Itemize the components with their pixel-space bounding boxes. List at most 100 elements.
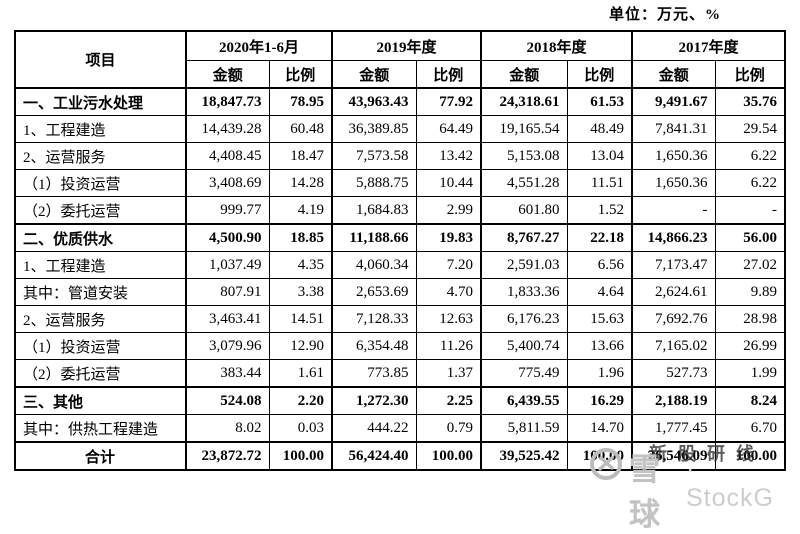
ratio-cell: 7.20 [415, 251, 482, 279]
subheader-amount: 金额 [331, 60, 417, 89]
table-row: 二、优质供水 4,500.90 18.85 11,188.66 19.83 8,767.2… [14, 223, 786, 252]
amount-cell: 1,650.36 [631, 169, 716, 197]
ratio-cell: 6.22 [714, 142, 786, 170]
amount-cell: 807.91 [185, 278, 270, 306]
amount-cell: 6,176.23 [480, 305, 568, 333]
amount-cell: 3,463.41 [185, 305, 270, 333]
ratio-cell: 100.00 [714, 441, 786, 471]
row-label-cell: （2）委托运营 [14, 359, 187, 388]
row-label-cell: 2、运营服务 [14, 305, 187, 333]
amount-cell: 9,491.67 [631, 87, 716, 116]
amount-cell: 5,153.08 [480, 142, 568, 170]
amount-cell: - [631, 196, 716, 225]
amount-cell: 1,833.36 [480, 278, 568, 306]
amount-cell: 999.77 [185, 196, 270, 225]
amount-cell: 1,272.30 [331, 386, 417, 415]
ratio-cell: 28.98 [714, 305, 786, 333]
amount-cell: 19,165.54 [480, 115, 568, 143]
amount-cell: 7,128.33 [331, 305, 417, 333]
amount-cell: 7,165.02 [631, 332, 716, 360]
ratio-cell: 13.66 [566, 332, 633, 360]
ratio-cell: 56.00 [714, 223, 786, 252]
table-row: （1）投资运营 3,079.96 12.90 6,354.48 11.26 5,400.7… [14, 332, 786, 360]
amount-cell: 1,777.45 [631, 414, 716, 443]
row-label-cell: （1）投资运营 [14, 169, 187, 197]
ratio-cell: 11.26 [415, 332, 482, 360]
item-column-header: 项目 [14, 30, 187, 89]
ratio-cell: 13.42 [415, 142, 482, 170]
ratio-cell: 1.99 [714, 359, 786, 388]
table-row: 合计 23,872.72 100.00 56,424.40 100.00 39,525.4… [14, 441, 786, 471]
ratio-cell: 1.37 [415, 359, 482, 388]
row-label-cell: 1、工程建造 [14, 251, 187, 279]
table-row: 一、工业污水处理 18,847.73 78.95 43,963.43 77.92 24,3… [14, 87, 786, 116]
ratio-cell: 27.02 [714, 251, 786, 279]
table-row: 1、工程建造 14,439.28 60.48 36,389.85 64.49 19,165… [14, 115, 786, 143]
amount-cell: 24,318.61 [480, 87, 568, 116]
ratio-cell: 1.96 [566, 359, 633, 388]
unit-label: 单位：万元、% [609, 7, 722, 23]
amount-cell: 6,439.55 [480, 386, 568, 415]
amount-cell: 7,841.31 [631, 115, 716, 143]
ratio-cell: 60.48 [268, 115, 333, 143]
amount-cell: 14,866.23 [631, 223, 716, 252]
table-row: 2、运营服务 4,408.45 18.47 7,573.58 13.42 5,153.08… [14, 142, 786, 170]
amount-cell: 527.73 [631, 359, 716, 388]
subheader-amount: 金额 [480, 60, 568, 89]
ratio-cell: 12.90 [268, 332, 333, 360]
ratio-cell: 3.38 [268, 278, 333, 306]
table-body: 一、工业污水处理 18,847.73 78.95 43,963.43 77.92 24,3… [14, 87, 786, 471]
subheader-ratio: 比例 [268, 60, 333, 89]
row-label-cell: （2）委托运营 [14, 196, 187, 225]
col-group-2020: 2020年1-6月 [185, 30, 333, 61]
amount-cell: 1,037.49 [185, 251, 270, 279]
ratio-cell: 100.00 [268, 441, 333, 471]
ratio-cell: 0.79 [415, 414, 482, 443]
table-row: 其中：管道安装 807.91 3.38 2,653.69 4.70 1,833.36 4.6… [14, 278, 786, 306]
ratio-cell: 0.03 [268, 414, 333, 443]
financial-table: 项目 2020年1-6月 2019年度 2018年度 2017年度 金额 比例 … [14, 30, 787, 471]
header-sub-row: 金额 比例 金额 比例 金额 比例 金额 比例 [15, 60, 786, 89]
amount-cell: 383.44 [185, 359, 270, 388]
ratio-cell: 2.20 [268, 386, 333, 415]
ratio-cell: 2.99 [415, 196, 482, 225]
ratio-cell: 22.18 [566, 223, 633, 252]
amount-cell: 6,354.48 [331, 332, 417, 360]
ratio-cell: 64.49 [415, 115, 482, 143]
table-row: 三、其他 524.08 2.20 1,272.30 2.25 6,439.55 16.29 2… [14, 386, 786, 415]
amount-cell: 2,624.61 [631, 278, 716, 306]
ratio-cell: 10.44 [415, 169, 482, 197]
col-group-2017: 2017年度 [631, 30, 786, 61]
table-row: （1）投资运营 3,408.69 14.28 5,888.75 10.44 4,551.2… [14, 169, 786, 197]
row-label-cell: 一、工业污水处理 [14, 87, 187, 116]
amount-cell: 7,173.47 [631, 251, 716, 279]
row-label-cell: 2、运营服务 [14, 142, 187, 170]
ratio-cell: 4.70 [415, 278, 482, 306]
table-row: （2）委托运营 383.44 1.61 773.85 1.37 775.49 1.96 527… [14, 359, 786, 388]
header-year-row: 项目 2020年1-6月 2019年度 2018年度 2017年度 [14, 30, 786, 89]
ratio-cell: 15.63 [566, 305, 633, 333]
ratio-cell: 18.47 [268, 142, 333, 170]
amount-cell: 444.22 [331, 414, 417, 443]
amount-cell: 7,692.76 [631, 305, 716, 333]
ratio-cell: 14.70 [566, 414, 633, 443]
ratio-cell: 14.28 [268, 169, 333, 197]
subheader-amount: 金额 [185, 60, 270, 89]
row-label-cell: 其中：管道安装 [14, 278, 187, 306]
row-label-cell: （1）投资运营 [14, 332, 187, 360]
table-row: 2、运营服务 3,463.41 14.51 7,128.33 12.63 6,176.23… [14, 305, 786, 333]
ratio-cell: 8.24 [714, 386, 786, 415]
subheader-ratio: 比例 [566, 60, 633, 89]
amount-cell: 26,546.09 [631, 441, 716, 471]
ratio-cell: 14.51 [268, 305, 333, 333]
amount-cell: 14,439.28 [185, 115, 270, 143]
amount-cell: 2,188.19 [631, 386, 716, 415]
ratio-cell: 6.70 [714, 414, 786, 443]
subheader-amount: 金额 [631, 60, 716, 89]
amount-cell: 4,551.28 [480, 169, 568, 197]
row-label-cell: 合计 [14, 441, 187, 471]
amount-cell: 1,650.36 [631, 142, 716, 170]
amount-cell: 8,767.27 [480, 223, 568, 252]
subheader-ratio: 比例 [415, 60, 482, 89]
ratio-cell: 11.51 [566, 169, 633, 197]
